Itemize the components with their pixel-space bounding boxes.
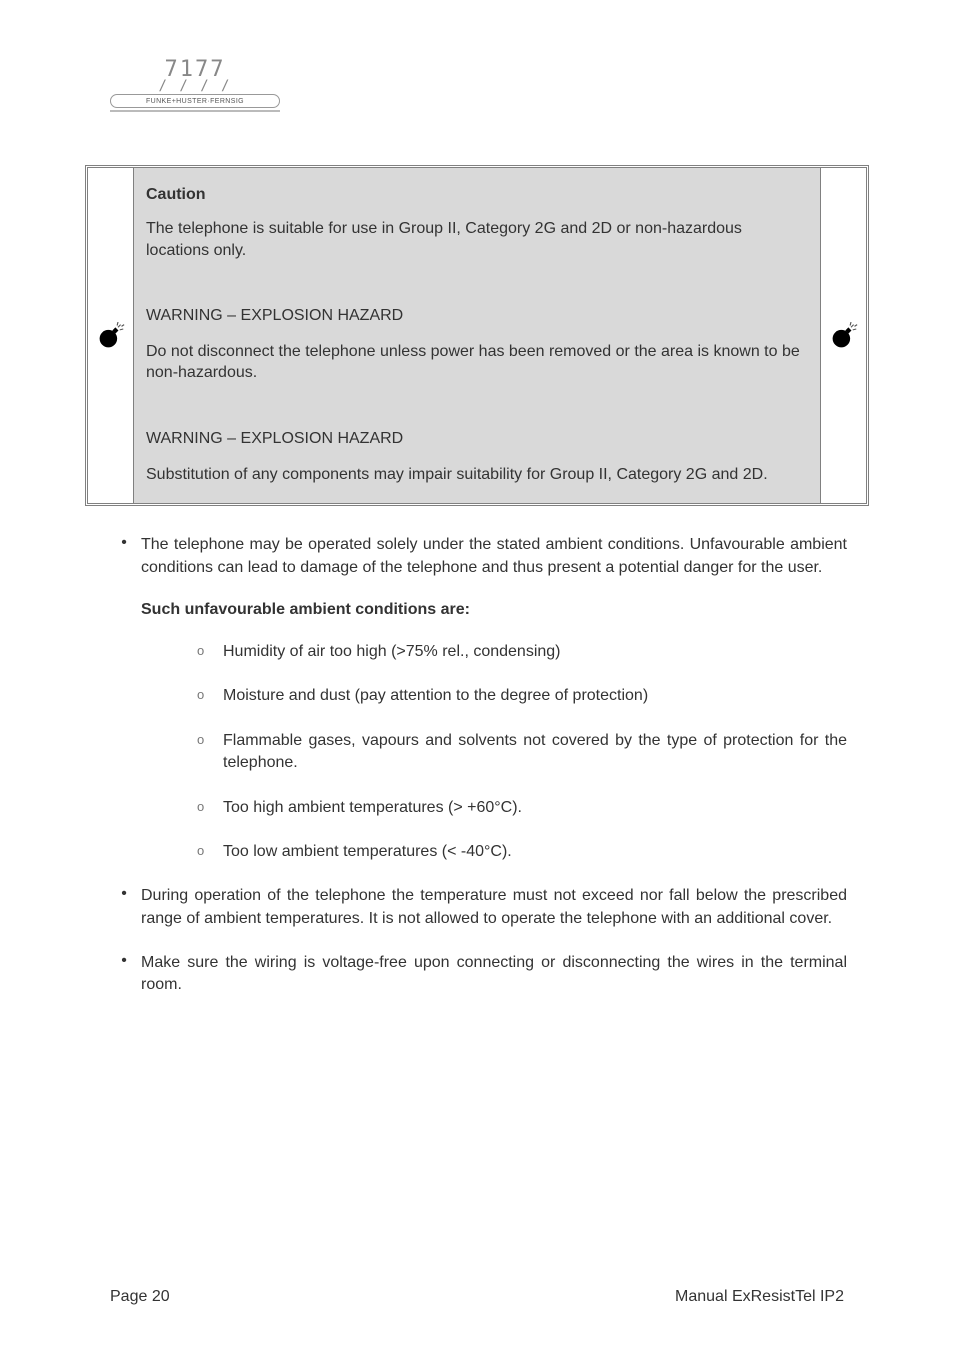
caution-text-3: Substitution of any components may impai…	[146, 464, 808, 486]
footer-manual: Manual ExResistTel IP2	[675, 1288, 844, 1306]
bullet-2-text: During operation of the telephone the te…	[141, 885, 847, 930]
sub-text-2: Moisture and dust (pay attention to the …	[223, 685, 847, 707]
sub-item-4: o Too high ambient temperatures (> +60°C…	[197, 797, 847, 819]
main-text: • The telephone may be operated solely u…	[85, 534, 869, 997]
sub-text-4: Too high ambient temperatures (> +60°C).	[223, 797, 847, 819]
logo-glyph-1: 7177	[110, 60, 280, 80]
logo-underline	[110, 110, 280, 112]
sub-text-5: Too low ambient temperatures (< -40°C).	[223, 841, 847, 863]
sub-item-3: o Flammable gases, vapours and solvents …	[197, 730, 847, 775]
caution-text-1: The telephone is suitable for use in Gro…	[146, 218, 808, 261]
bomb-icon	[97, 322, 125, 350]
bullet-marker: •	[107, 534, 141, 579]
sub-text-1: Humidity of air too high (>75% rel., con…	[223, 641, 847, 663]
bullet-3-text: Make sure the wiring is voltage-free upo…	[141, 952, 847, 997]
bullet-2: • During operation of the telephone the …	[107, 885, 847, 930]
sub-text-3: Flammable gases, vapours and solvents no…	[223, 730, 847, 775]
hazard-icon-right-cell	[821, 322, 866, 350]
bullet-marker: •	[107, 885, 141, 930]
sub-marker: o	[197, 797, 223, 819]
bullet-1: • The telephone may be operated solely u…	[107, 534, 847, 579]
sub-marker: o	[197, 641, 223, 663]
sub-marker: o	[197, 841, 223, 863]
page-body: Caution The telephone is suitable for us…	[85, 165, 869, 1019]
bullet-3: • Make sure the wiring is voltage-free u…	[107, 952, 847, 997]
caution-heading-1: WARNING – EXPLOSION HAZARD	[146, 305, 808, 327]
caution-title: Caution	[146, 186, 808, 204]
sub-item-2: o Moisture and dust (pay attention to th…	[197, 685, 847, 707]
hazard-icon-left-cell	[88, 322, 133, 350]
footer-page: Page 20	[110, 1288, 170, 1306]
page-footer: Page 20 Manual ExResistTel IP2	[110, 1288, 844, 1306]
sub-marker: o	[197, 730, 223, 775]
sub-marker: o	[197, 685, 223, 707]
caution-box: Caution The telephone is suitable for us…	[85, 165, 869, 506]
sub-item-1: o Humidity of air too high (>75% rel., c…	[197, 641, 847, 663]
caution-content: Caution The telephone is suitable for us…	[133, 168, 821, 503]
logo-glyph-2: / / / /	[110, 80, 280, 93]
sub-heading: Such unfavourable ambient conditions are…	[141, 601, 847, 619]
sub-list: o Humidity of air too high (>75% rel., c…	[197, 641, 847, 863]
bullet-1-text: The telephone may be operated solely und…	[141, 534, 847, 579]
brand-logo: 7177 / / / / FUNKE+HUSTER·FERNSIG	[110, 60, 280, 112]
logo-label: FUNKE+HUSTER·FERNSIG	[110, 94, 280, 108]
caution-heading-2: WARNING – EXPLOSION HAZARD	[146, 428, 808, 450]
bomb-icon	[830, 322, 858, 350]
bullet-marker: •	[107, 952, 141, 997]
sub-item-5: o Too low ambient temperatures (< -40°C)…	[197, 841, 847, 863]
caution-text-2: Do not disconnect the telephone unless p…	[146, 341, 808, 384]
